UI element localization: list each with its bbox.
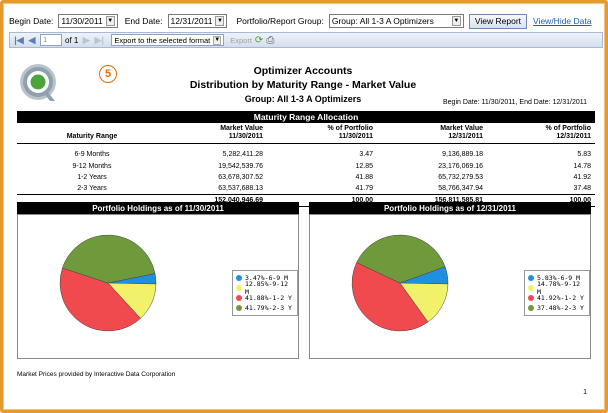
export-format-select[interactable]: Export to the selected format ▼: [111, 34, 225, 46]
legend-swatch: [236, 275, 242, 281]
report-group-select[interactable]: Group: All 1-3 A Optimizers ▼: [328, 14, 464, 28]
legend-item-1-2-y: 41.92%-1-2 Y: [528, 293, 586, 303]
begin-date-value: 11/30/2011: [61, 16, 103, 26]
pie-slice-2-3-y: [356, 234, 446, 284]
chart-title-nov: Portfolio Holdings as of 11/30/2011: [17, 202, 299, 214]
report-group-label: Portfolio/Report Group:: [236, 16, 324, 26]
legend-swatch: [528, 285, 534, 291]
legend-swatch: [528, 275, 534, 281]
table-header-row: Maturity Range Market Value 11/30/2011 % …: [17, 123, 595, 145]
pie-chart-nov: [59, 234, 157, 332]
legend-label: 37.48%-2-3 Y: [537, 304, 584, 312]
chart-panel-dec: 5.83%-6-9 M 14.78%-9-12 M 41.92%-1-2 Y 37.4…: [309, 214, 591, 359]
report-header: Optimizer Accounts Distribution by Matur…: [153, 65, 453, 104]
report-date-range: Begin Date: 11/30/2011, End Date: 12/31/…: [443, 99, 587, 106]
table-title: Maturity Range Allocation: [17, 111, 595, 123]
export-format-value: Export to the selected format: [114, 35, 211, 45]
parameter-bar: Begin Date: 11/30/2011 ▼ End Date: 12/31…: [9, 11, 603, 31]
legend-label: 12.85%-9-12 M: [245, 280, 289, 296]
legend-swatch: [528, 305, 534, 311]
report-title: Optimizer Accounts: [253, 65, 353, 77]
column-header: Market Value 12/31/2011: [377, 123, 487, 145]
page-count-label: of 1: [65, 35, 79, 45]
report-subtitle: Distribution by Maturity Range - Market …: [189, 79, 417, 91]
legend-label: 3.47%-6-9 M: [245, 274, 289, 282]
legend-item-6-9-m: 5.83%-6-9 M: [528, 273, 586, 283]
legend-label: 14.78%-9-12 M: [537, 280, 581, 296]
report-group-value: Group: All 1-3 A Optimizers: [331, 16, 434, 26]
legend-swatch: [236, 295, 242, 301]
table-row: 6-9 Months 5,282,411.28 3.47 9,136,889.1…: [74, 151, 591, 159]
next-page-icon[interactable]: ▶: [82, 34, 90, 45]
last-page-icon[interactable]: ▶|: [94, 34, 105, 45]
step-number-badge: 5: [99, 65, 117, 83]
legend-item-1-2-y: 41.88%-1-2 Y: [236, 293, 294, 303]
column-header: Market Value 11/30/2011: [167, 123, 267, 145]
legend-item-2-3-y: 37.48%-2-3 Y: [528, 303, 586, 313]
legend-label: 41.79%-2-3 Y: [245, 304, 292, 312]
maturity-allocation-table: Maturity Range Allocation Maturity Range…: [17, 111, 595, 207]
refresh-icon[interactable]: ⟳: [254, 34, 264, 46]
legend-label: 41.88%-1-2 Y: [245, 294, 292, 302]
chart-legend-dec: 5.83%-6-9 M 14.78%-9-12 M 41.92%-1-2 Y 37.4…: [524, 270, 590, 316]
legend-swatch: [528, 295, 534, 301]
begin-date-label: Begin Date:: [9, 16, 54, 26]
pie-chart-dec: [351, 234, 449, 332]
pie-slice-2-3-y: [62, 234, 156, 284]
chevron-down-icon[interactable]: ▼: [451, 16, 461, 26]
table-row: 9-12 Months 19,542,539.76 12.85 23,176,0…: [72, 162, 591, 170]
chart-panel-nov: 3.47%-6-9 M 12.85%-9-12 M 41.88%-1-2 Y 41.7…: [17, 214, 299, 359]
table-row: 1-2 Years 63,678,307.52 41.88 65,732,279…: [77, 174, 591, 182]
legend-item-9-12-m: 14.78%-9-12 M: [528, 280, 586, 296]
print-icon[interactable]: ⎙: [266, 34, 275, 46]
begin-date-select[interactable]: 11/30/2011 ▼: [58, 14, 118, 28]
data-source-note: Market Prices provided by Interactive Da…: [17, 371, 176, 378]
legend-item-2-3-y: 41.79%-2-3 Y: [236, 303, 294, 313]
legend-label: 5.83%-6-9 M: [537, 274, 581, 282]
legend-label: 41.92%-1-2 Y: [537, 294, 584, 302]
legend-swatch: [236, 285, 242, 291]
pie-slice-1-2-y: [351, 262, 429, 332]
previous-page-icon[interactable]: ◀: [28, 34, 36, 45]
page-number-input[interactable]: 1: [40, 34, 62, 46]
company-logo: [20, 64, 56, 101]
legend-item-6-9-m: 3.47%-6-9 M: [236, 273, 294, 283]
legend-item-9-12-m: 12.85%-9-12 M: [236, 280, 294, 296]
report-group: Group: All 1-3 A Optimizers: [244, 94, 362, 104]
chart-title-dec: Portfolio Holdings as of 12/31/2011: [309, 202, 591, 214]
chart-legend-nov: 3.47%-6-9 M 12.85%-9-12 M 41.88%-1-2 Y 41.7…: [232, 270, 298, 316]
legend-swatch: [236, 305, 242, 311]
column-header: % of Portfolio 12/31/2011: [487, 123, 595, 145]
view-report-button[interactable]: View Report: [468, 13, 528, 29]
report-toolbar: |◀ ◀ 1 of 1 ▶ ▶| Export to the selected …: [9, 32, 603, 48]
pie-slice-1-2-y: [59, 267, 141, 332]
first-page-icon[interactable]: |◀: [14, 34, 24, 45]
chevron-down-icon[interactable]: ▼: [105, 16, 115, 26]
end-date-label: End Date:: [124, 16, 163, 26]
chevron-down-icon[interactable]: ▼: [213, 35, 222, 45]
end-date-value: 12/31/2011: [170, 16, 213, 26]
column-header: Maturity Range: [17, 123, 167, 145]
view-hide-data-link[interactable]: View/Hide Data: [533, 16, 592, 26]
column-header: % of Portfolio 11/30/2011: [267, 123, 377, 145]
end-date-select[interactable]: 12/31/2011 ▼: [167, 14, 228, 28]
table-row: 2-3 Years 63,537,688.13 41.79 58,766,347…: [77, 185, 591, 193]
export-button[interactable]: Export: [230, 35, 252, 45]
page-number: 1: [583, 389, 587, 396]
chevron-down-icon[interactable]: ▼: [215, 16, 225, 26]
